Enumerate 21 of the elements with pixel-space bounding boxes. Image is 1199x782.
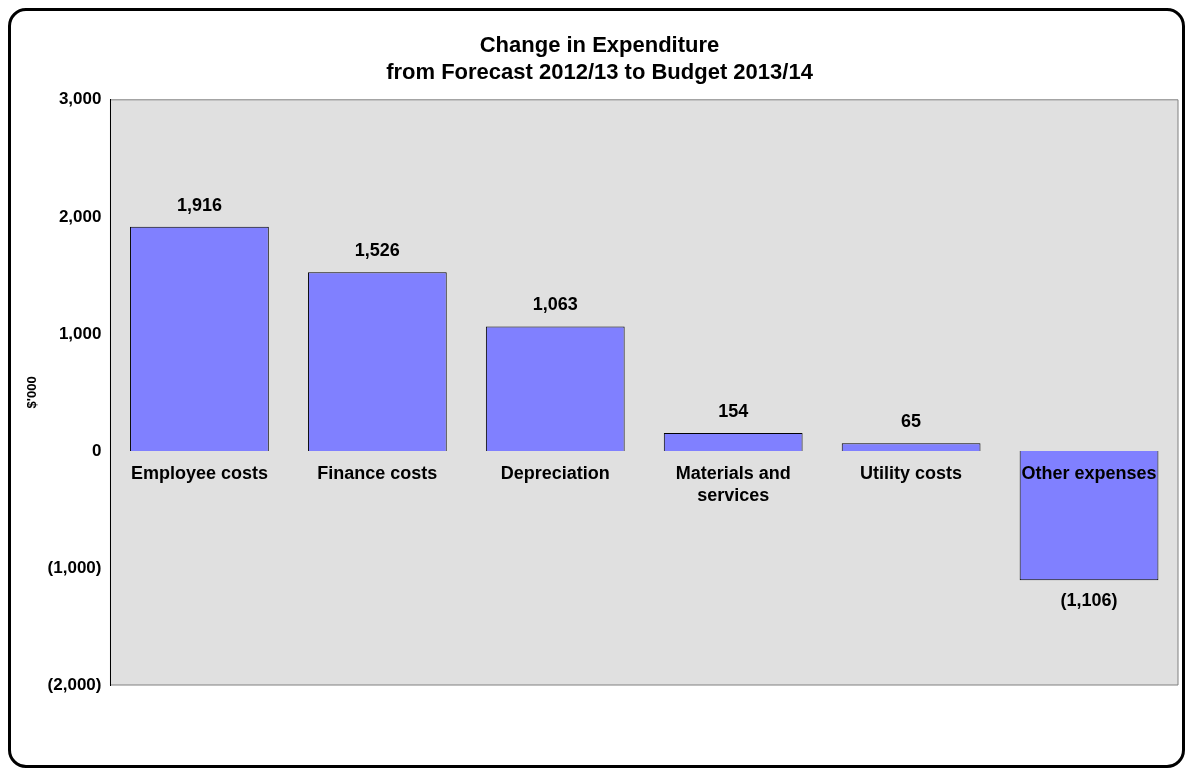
x-tick-label: Depreciation (500, 462, 610, 483)
data-label: 1,916 (176, 194, 222, 215)
y-tick-label: 3,000 (58, 89, 102, 109)
y-tick-label: 0 (92, 440, 102, 460)
x-tick-label: Employee costs (130, 462, 268, 483)
y-axis-title: $'000 (24, 376, 40, 409)
data-label: (1,106) (1060, 590, 1118, 611)
y-tick-label: 1,000 (58, 323, 102, 343)
y-tick-label: (1,000) (47, 557, 102, 577)
text: from Forecast 2012/13 to Budget 2013/14 (386, 58, 813, 84)
y-tick-label: 2,000 (58, 206, 102, 226)
data-label: 1,526 (354, 240, 400, 261)
text: Change in Expenditure (479, 32, 720, 58)
data-label: 65 (901, 411, 922, 432)
x-tick-label: Other expenses (1021, 462, 1157, 483)
x-tick-label: Utility costs (860, 462, 963, 483)
x-tick-label: Finance costs (317, 462, 438, 483)
x-tick-label: Materials and services (675, 462, 791, 505)
data-label: 1,063 (532, 294, 578, 315)
y-tick-label: (2,000) (47, 674, 102, 694)
data-label: 154 (718, 400, 749, 421)
